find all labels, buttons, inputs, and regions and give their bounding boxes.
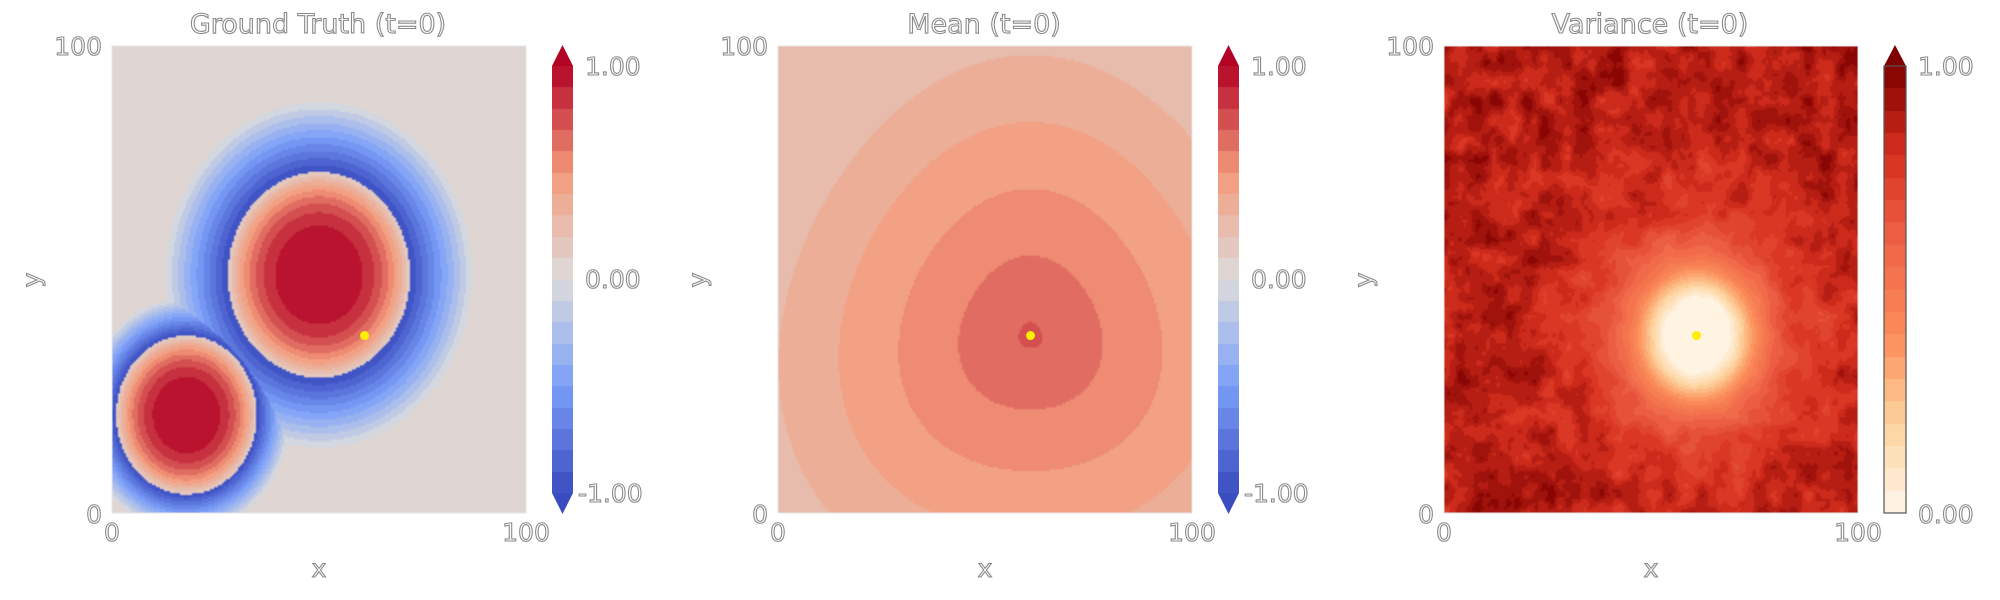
plot-frame-variance (1443, 45, 1859, 514)
colorbar-tick-min-variance: 0.00 (1918, 500, 1974, 529)
y-label-mean: y (683, 272, 712, 287)
x-label-ground-truth: x (312, 554, 327, 583)
colorbar-tick-mid-mean: 0.00 (1251, 265, 1307, 294)
colorbar-extend-max-mean (1218, 45, 1239, 66)
colorbar-frame-variance (1883, 65, 1907, 514)
heatmap-mean (778, 46, 1192, 513)
y-tick-top-mean: 100 (720, 32, 768, 61)
colorbar-gradient-mean (1218, 66, 1239, 493)
marker-mean (1026, 331, 1036, 341)
panel-title-mean: Mean (t=0) (907, 9, 1061, 40)
colorbar-gradient-variance (1884, 66, 1906, 513)
colorbar-extend-min-mean (1218, 493, 1239, 514)
heatmap-variance (1444, 46, 1858, 513)
y-tick-top-variance: 100 (1386, 32, 1434, 61)
colorbar-tick-max-mean: 1.00 (1251, 52, 1307, 81)
x-tick-right-mean: 100 (1168, 518, 1216, 547)
plot-frame-ground-truth (111, 45, 527, 514)
panel-title-ground-truth: Ground Truth (t=0) (190, 9, 446, 40)
colorbar-tick-max-ground-truth: 1.00 (585, 52, 641, 81)
panel-variance: Variance (t=0) 100 0 0 100 x y 1.00 0.00 (1348, 8, 1974, 583)
colorbar-mean: 1.00 0.00 -1.00 (1218, 45, 1309, 514)
colorbar-tick-min-ground-truth: -1.00 (578, 479, 643, 508)
colorbar-variance: 1.00 0.00 (1883, 45, 1974, 530)
x-label-mean: x (978, 554, 993, 583)
marker-ground-truth (360, 331, 370, 341)
y-label-ground-truth: y (17, 272, 46, 287)
colorbar-tick-mid-ground-truth: 0.00 (585, 265, 641, 294)
panel-mean: Mean (t=0) 100 0 0 100 x y 1.00 0.00 -1.… (682, 8, 1309, 583)
colorbar-extend-max-variance (1884, 45, 1906, 66)
colorbar-ground-truth: 1.00 0.00 -1.00 (552, 45, 643, 514)
heatmap-ground-truth (112, 46, 526, 513)
x-tick-right-variance: 100 (1834, 518, 1882, 547)
colorbar-extend-max-ground-truth (552, 45, 573, 66)
colorbar-tick-max-variance: 1.00 (1918, 52, 1974, 81)
y-tick-bottom-mean: 0 (752, 500, 768, 529)
plot-frame-mean (777, 45, 1193, 514)
colorbar-tick-min-mean: -1.00 (1244, 479, 1309, 508)
y-tick-top-ground-truth: 100 (54, 32, 102, 61)
y-tick-bottom-variance: 0 (1418, 500, 1434, 529)
x-tick-left-ground-truth: 0 (104, 518, 120, 547)
colorbar-extend-min-ground-truth (552, 493, 573, 514)
y-label-variance: y (1349, 272, 1378, 287)
marker-variance (1692, 331, 1702, 341)
x-tick-left-variance: 0 (1436, 518, 1452, 547)
panel-ground-truth: Ground Truth (t=0) 100 0 0 100 x y 1.00 … (16, 8, 643, 583)
x-tick-right-ground-truth: 100 (502, 518, 550, 547)
y-tick-bottom-ground-truth: 0 (86, 500, 102, 529)
panel-title-variance: Variance (t=0) (1552, 9, 1749, 40)
x-tick-left-mean: 0 (770, 518, 786, 547)
colorbar-gradient-ground-truth (552, 66, 573, 493)
x-label-variance: x (1644, 554, 1659, 583)
